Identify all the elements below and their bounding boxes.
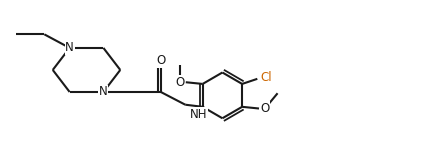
- Text: O: O: [156, 54, 165, 67]
- Text: N: N: [99, 85, 108, 99]
- Text: O: O: [175, 76, 184, 89]
- Text: Cl: Cl: [261, 71, 273, 84]
- Text: NH: NH: [190, 107, 208, 121]
- Text: N: N: [65, 41, 74, 54]
- Text: O: O: [260, 102, 270, 115]
